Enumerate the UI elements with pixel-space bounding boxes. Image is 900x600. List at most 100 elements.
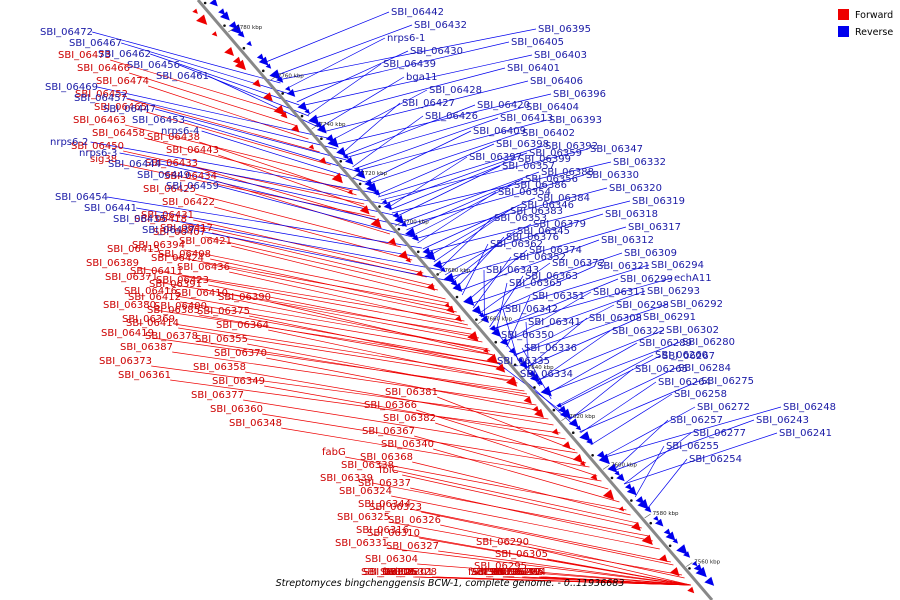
reverse-gene-label[interactable]: SBI_06336 xyxy=(524,343,577,354)
reverse-gene-label[interactable]: SBI_06292 xyxy=(670,299,723,310)
reverse-gene-label[interactable]: SBI_06413 xyxy=(500,113,553,124)
reverse-gene-label[interactable]: SBI_06354 xyxy=(498,187,551,198)
forward-gene-label[interactable]: SBI_06443 xyxy=(166,145,219,156)
forward-gene-label[interactable]: SBI_06466 xyxy=(77,63,130,74)
forward-gene-label[interactable]: SBI_06425 xyxy=(143,184,196,195)
forward-gene-label[interactable]: SBI_06279 xyxy=(487,567,540,578)
forward-gene-label[interactable]: SBI_06458 xyxy=(92,128,145,139)
forward-gene-label[interactable]: SBI_06349 xyxy=(212,376,265,387)
reverse-gene-label[interactable]: SBI_06255 xyxy=(666,441,719,452)
forward-gene-label[interactable]: SBI_06304 xyxy=(365,554,418,565)
forward-gene-label[interactable]: SBI_06390 xyxy=(218,292,271,303)
forward-gene-label[interactable]: SBI_06414 xyxy=(126,318,179,329)
reverse-gene-label[interactable]: SBI_06365 xyxy=(509,278,562,289)
reverse-gene-label[interactable]: SBI_06289 xyxy=(639,338,692,349)
reverse-gene-label[interactable]: SBI_06343 xyxy=(486,265,539,276)
reverse-gene-label[interactable]: SBI_06356 xyxy=(525,174,578,185)
reverse-gene-label[interactable]: SBI_06453 xyxy=(132,115,185,126)
forward-gene-label[interactable]: SBI_06465 xyxy=(94,102,147,113)
reverse-gene-label[interactable]: SBI_06362 xyxy=(490,239,543,250)
reverse-gene-label[interactable]: SBI_06272 xyxy=(697,402,750,413)
forward-gene-label[interactable]: SBI_06344 xyxy=(358,499,411,510)
reverse-gene-label[interactable]: SBI_06319 xyxy=(632,196,685,207)
reverse-gene-label[interactable]: SBI_06260 xyxy=(655,350,708,361)
forward-gene-label[interactable]: SBI_06422 xyxy=(162,197,215,208)
forward-gene-label[interactable]: SBI_06368 xyxy=(360,452,413,463)
forward-gene-label[interactable]: SBI_06377 xyxy=(191,390,244,401)
reverse-gene-label[interactable]: SBI_06404 xyxy=(526,102,579,113)
reverse-gene-label[interactable]: SBI_06265 xyxy=(635,364,688,375)
forward-gene-label[interactable]: SBI_06380 xyxy=(103,300,156,311)
reverse-gene-label[interactable]: SBI_06322 xyxy=(612,326,665,337)
forward-gene-label[interactable]: SBI_06361 xyxy=(118,370,171,381)
reverse-gene-label[interactable]: SBI_06267 xyxy=(662,351,715,362)
forward-gene-label[interactable]: SBI_06327 xyxy=(386,541,439,552)
forward-gene-label[interactable]: SBI_06424 xyxy=(151,253,204,264)
reverse-gene-label[interactable]: SBI_06388 xyxy=(541,167,594,178)
reverse-gene-label[interactable]: SBI_06352 xyxy=(513,252,566,263)
forward-gene-label[interactable]: SBI_06411 xyxy=(130,266,183,277)
reverse-gene-label[interactable]: SBI_06449 xyxy=(137,170,190,181)
forward-gene-label[interactable]: SBI_06387 xyxy=(120,342,173,353)
reverse-gene-label[interactable]: SBI_06461 xyxy=(156,71,209,82)
reverse-gene-label[interactable]: SBI_06311 xyxy=(593,287,646,298)
reverse-gene-label[interactable]: SBI_06469 xyxy=(45,82,98,93)
forward-gene-label[interactable]: SBI_06297 xyxy=(489,567,542,578)
forward-gene-label[interactable]: SBI_06315 xyxy=(470,567,523,578)
forward-gene-label[interactable]: SBI_06400 xyxy=(154,301,207,312)
reverse-gene-label[interactable]: SBI_06298 xyxy=(616,300,669,311)
forward-gene-label[interactable]: SBI_06339 xyxy=(320,473,373,484)
forward-gene-label[interactable]: SBI_06366 xyxy=(364,400,417,411)
forward-gene-label[interactable]: SBI_06314 xyxy=(493,567,546,578)
forward-gene-label[interactable]: SBI_06369 xyxy=(122,314,175,325)
forward-gene-label[interactable]: SBI_06408 xyxy=(158,249,211,260)
reverse-gene-label[interactable]: SBI_06442 xyxy=(391,7,444,18)
forward-gene-label[interactable]: SBI_06394 xyxy=(132,240,185,251)
reverse-gene-label[interactable]: SBI_06384 xyxy=(537,193,590,204)
forward-gene-label[interactable]: SBI_06419 xyxy=(101,328,154,339)
forward-gene-label[interactable]: SBI_06385 xyxy=(147,305,200,316)
forward-gene-label[interactable]: SBI_06381 xyxy=(385,387,438,398)
reverse-gene-label[interactable]: SBI_06409 xyxy=(473,126,526,137)
forward-gene-label[interactable]: SBI_06473 xyxy=(58,50,111,61)
forward-gene-label[interactable]: SBI_06452 xyxy=(75,89,128,100)
forward-gene-label[interactable]: SBI_06313 xyxy=(361,567,414,578)
reverse-gene-label[interactable]: SBI_06302 xyxy=(666,325,719,336)
forward-gene-label[interactable]: SBI_06323 xyxy=(369,502,422,513)
forward-gene-label[interactable]: SBI_06436 xyxy=(177,262,230,273)
reverse-gene-label[interactable]: SBI_06277 xyxy=(693,428,746,439)
reverse-gene-label[interactable]: bga11 xyxy=(406,72,438,83)
forward-gene-label[interactable]: SBI_06463 xyxy=(73,115,126,126)
reverse-gene-label[interactable]: SBI_06257 xyxy=(670,415,723,426)
forward-gene-label[interactable]: sig38 xyxy=(90,154,117,165)
reverse-gene-label[interactable]: SBI_06441 xyxy=(84,203,137,214)
forward-gene-label[interactable]: SBI_06324 xyxy=(339,486,392,497)
reverse-gene-label[interactable]: SBI_06454 xyxy=(55,192,108,203)
forward-gene-label[interactable]: SBI_06325 xyxy=(337,512,390,523)
forward-gene-label[interactable]: SBI_06358 xyxy=(193,362,246,373)
forward-gene-label[interactable]: SBI_06375 xyxy=(197,306,250,317)
forward-gene-label[interactable]: SBI_06378 xyxy=(145,331,198,342)
forward-gene-label[interactable]: SBI_06306 xyxy=(363,567,416,578)
reverse-gene-label[interactable]: SBI_06459 xyxy=(166,181,219,192)
reverse-gene-labels[interactable]: SBI_06472SBI_06467SBI_06462SBI_06456SBI_… xyxy=(40,7,836,465)
reverse-gene-label[interactable]: SBI_06332 xyxy=(613,157,666,168)
reverse-gene-label[interactable]: SBI_06427 xyxy=(402,98,455,109)
forward-gene-label[interactable]: SBI_06348 xyxy=(229,418,282,429)
reverse-gene-label[interactable]: SBI_06392 xyxy=(545,141,598,152)
forward-gene-label[interactable]: SBI_06416 xyxy=(124,286,177,297)
reverse-gene-label[interactable]: SBI_06379 xyxy=(533,219,586,230)
reverse-gene-label[interactable]: SBI_06374 xyxy=(529,245,582,256)
forward-gene-label[interactable]: fadE24 xyxy=(468,567,503,578)
reverse-gene-label[interactable]: SBI_06467 xyxy=(69,38,122,49)
forward-gene-label[interactable]: SBI_06382 xyxy=(383,413,436,424)
forward-gene-label[interactable]: SBI_06340 xyxy=(381,439,434,450)
reverse-gene-label[interactable]: SBI_06439 xyxy=(383,59,436,70)
reverse-gene-label[interactable]: nrps6-1 xyxy=(387,33,425,44)
reverse-gene-label[interactable]: SBI_06405 xyxy=(511,37,564,48)
reverse-gene-label[interactable]: SBI_06291 xyxy=(643,312,696,323)
reverse-gene-label[interactable]: SBI_06456 xyxy=(127,60,180,71)
forward-gene-label[interactable]: SBI_06355 xyxy=(195,334,248,345)
reverse-gene-label[interactable]: SBI_06383 xyxy=(510,206,563,217)
forward-gene-label[interactable]: SBI_06391 xyxy=(149,279,202,290)
